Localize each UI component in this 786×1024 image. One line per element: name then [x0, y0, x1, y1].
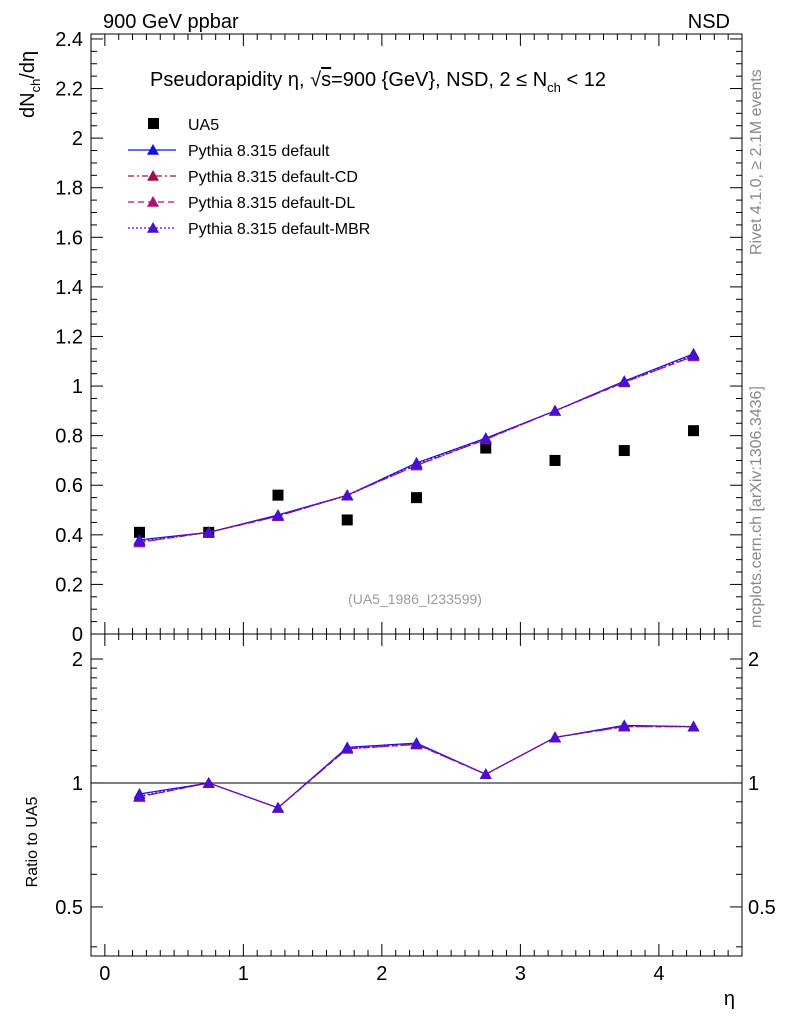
- x-tick-label: 3: [515, 963, 526, 985]
- main-marker-dotted: [410, 458, 423, 469]
- legend: UA5 Pythia 8.315 default Pythia 8.315 defa…: [128, 117, 370, 238]
- main-line-dotted: [139, 354, 694, 542]
- legend-marker-dashed: [147, 196, 159, 207]
- ratio-y-tick-label-right: 2: [748, 649, 759, 671]
- legend-label: Pythia 8.315 default: [188, 143, 330, 160]
- ratio-panel: Ratio to UA5 η 0.5 0.5 1 1 2 2 0 1 2 3 4: [24, 633, 776, 1010]
- main-marker-dotted: [133, 535, 146, 546]
- main-y-tick-label: 1.8: [55, 178, 83, 200]
- header-nsd-label: NSD: [688, 11, 730, 33]
- legend-marker-dotted: [147, 222, 159, 233]
- main-panel: Pseudorapidity η, √s=900 {GeV}, NSD, 2 ≤…: [17, 29, 743, 646]
- ratio-panel-frame: [90, 633, 743, 957]
- main-x-ticks: [104, 34, 729, 634]
- legend-label: Pythia 8.315 default-DL: [188, 195, 355, 212]
- x-tick-label: 1: [238, 963, 249, 985]
- ratio-marker-dotted: [133, 789, 146, 801]
- ratio-series-group: [133, 719, 700, 813]
- ua5-data-point: [618, 445, 630, 457]
- legend-marker-ua5: [148, 118, 159, 129]
- main-y-tick-label: 2.2: [55, 79, 83, 101]
- x-tick-label: 4: [653, 963, 664, 985]
- main-y-tick-label: 2: [72, 128, 83, 150]
- ratio-y-tick-label: 0.5: [55, 897, 83, 919]
- main-series-group: [133, 347, 700, 548]
- ratio-marker-dotted: [202, 776, 215, 788]
- ua5-data-point: [688, 425, 700, 437]
- ratio-marker-dotted: [410, 737, 423, 749]
- ratio-marker-dotted: [549, 731, 562, 743]
- ratio-y-tick-label: 1: [72, 773, 83, 795]
- main-y-tick-label: 2.4: [55, 29, 83, 51]
- analysis-watermark: (UA5_1986_I233599): [348, 591, 482, 607]
- main-y-tick-label: 1.4: [55, 277, 83, 299]
- ua5-data-point: [411, 492, 422, 504]
- main-y-tick-label: 1.2: [55, 326, 83, 348]
- main-marker-dotted: [479, 432, 492, 444]
- ua5-data-point: [133, 526, 145, 538]
- main-y-tick-label: 0.6: [55, 475, 83, 497]
- header-energy-label: 900 GeV ppbar: [103, 11, 239, 33]
- main-title: Pseudorapidity η, √s=900 {GeV}, NSD, 2 ≤…: [150, 69, 606, 95]
- main-line-dashdot: [139, 355, 694, 543]
- legend-marker-solid: [147, 144, 159, 155]
- ratio-y-tick-label-right: 1: [748, 773, 759, 795]
- ratio-x-axis: 0 1 2 3 4: [99, 634, 729, 985]
- mcplots-label: mcplots.cern.ch [arXiv:1306.3436]: [748, 386, 765, 628]
- legend-label: UA5: [188, 117, 219, 134]
- main-y-tick-label: 0: [72, 624, 83, 646]
- main-y-tick-label: 0.8: [55, 426, 83, 448]
- x-axis-label: η: [724, 988, 735, 1010]
- ratio-marker-dotted: [618, 720, 631, 731]
- ua5-data-point: [341, 514, 353, 526]
- ratio-marker-dotted: [687, 720, 700, 732]
- legend-label: Pythia 8.315 default-MBR: [188, 221, 370, 238]
- ratio-marker-dotted: [271, 801, 284, 813]
- main-marker-dotted: [618, 375, 631, 387]
- ratio-y-axis-label: Ratio to UA5: [24, 797, 41, 888]
- y-axis-label: dNch/dη: [17, 51, 43, 118]
- ua5-data-point: [480, 442, 492, 454]
- main-y-axis: 0 0.2 0.4 0.6 0.8 1 1.2 1.4 1.6 1.8 2 2.2 2.4: [55, 29, 742, 646]
- x-tick-label: 0: [99, 963, 110, 985]
- rivet-version-label: Rivet 4.1.0, ≥ 2.1M events: [748, 69, 765, 255]
- main-y-tick-label: 0.4: [55, 525, 83, 547]
- x-tick-label: 2: [376, 963, 387, 985]
- main-marker-dotted: [687, 349, 700, 360]
- main-marker-dotted: [202, 526, 215, 538]
- ratio-y-tick-label-right: 0.5: [748, 897, 776, 919]
- main-y-tick-label: 1: [72, 376, 83, 398]
- main-line-solid: [139, 353, 694, 541]
- ratio-y-tick-label: 2: [72, 649, 83, 671]
- ratio-marker-dotted: [479, 768, 492, 780]
- main-line-dashed: [139, 355, 694, 543]
- main-marker-dotted: [271, 509, 284, 521]
- main-marker-dotted: [341, 489, 354, 501]
- main-marker-dotted: [549, 404, 562, 416]
- ua5-data-point: [549, 454, 561, 466]
- legend-marker-dashdot: [147, 170, 159, 181]
- main-y-tick-label: 1.6: [55, 227, 83, 249]
- ratio-marker-dotted: [341, 742, 354, 753]
- main-y-tick-label: 0.2: [55, 574, 83, 596]
- legend-label: Pythia 8.315 default-CD: [188, 169, 358, 186]
- ua5-data-point: [272, 489, 284, 501]
- ratio-y-axis: 0.5 0.5 1 1 2 2: [55, 649, 776, 948]
